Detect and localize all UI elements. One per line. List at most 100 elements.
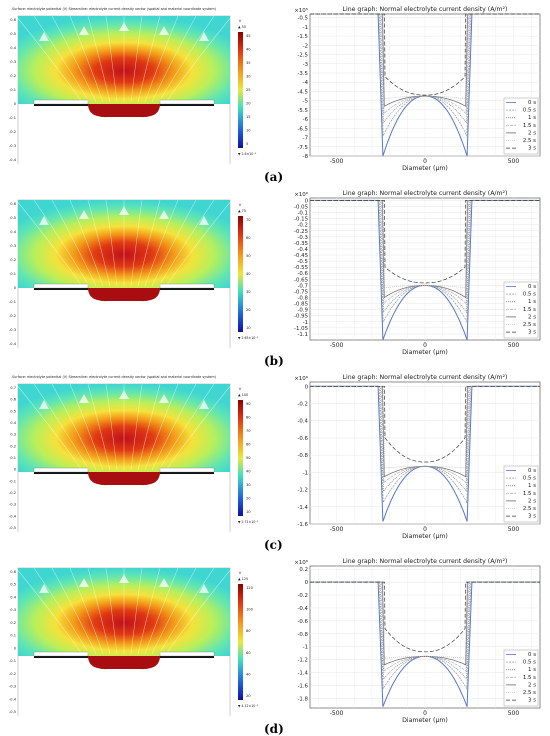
arrow-icon — [79, 210, 89, 219]
streamline — [105, 383, 118, 471]
mask-right — [159, 99, 215, 105]
mask-right — [159, 283, 215, 289]
legend-label: 1.5 s — [523, 675, 536, 681]
y-tick-label: -0.2 — [297, 593, 308, 599]
line-chart: Line graph: Normal electrolyte current d… — [294, 374, 541, 540]
legend-label: 1 s — [528, 299, 536, 305]
streamline — [130, 383, 143, 471]
arrow-icon — [79, 26, 89, 35]
legend-label: 0 s — [528, 284, 536, 290]
surface-ytick: -0.2 — [9, 672, 16, 676]
surface-plot: Surface: electrolyte potential (V) Strea… — [9, 7, 257, 164]
streamline — [105, 199, 118, 287]
colorbar-tick: 15 — [246, 115, 251, 119]
legend-label: 1 s — [528, 483, 536, 489]
mask-left — [33, 283, 89, 289]
legend-label: 2.5 s — [523, 690, 536, 696]
legend-label: 3 s — [528, 146, 536, 152]
colorbar-tick: 35 — [246, 61, 251, 65]
legend-label: 2.5 s — [523, 506, 536, 512]
figure-panel: Surface: electrolyte potential (V) Strea… — [0, 0, 550, 184]
colorbar-tick: 20 — [246, 102, 251, 106]
surface-ytick: -0.4 — [9, 158, 17, 162]
y-tick-label: -3 — [303, 62, 308, 68]
y-tick-label: -0.25 — [294, 229, 308, 235]
arrow-icon — [159, 394, 169, 403]
legend-label: 1 s — [528, 115, 536, 121]
colorbar-tick: 20 — [246, 308, 251, 312]
series-line — [310, 581, 540, 659]
y-tick-label: -1.8 — [297, 696, 308, 702]
surface-ytick: 0.2 — [10, 258, 16, 262]
etched-pit — [88, 104, 160, 118]
legend-label: 2.5 s — [523, 322, 536, 328]
legend — [503, 281, 539, 339]
chart-title: Line graph: Normal electrolyte current d… — [343, 558, 508, 565]
streamline — [144, 15, 179, 103]
etched-pit — [88, 656, 160, 670]
legend-label: 0.5 s — [523, 108, 536, 114]
colorbar-tick: 25 — [246, 88, 251, 92]
series-line — [310, 581, 540, 653]
y-tick-label: -0.8 — [297, 453, 308, 459]
surface-ytick: 0.3 — [10, 244, 16, 248]
colorbar-tick: 80 — [246, 416, 251, 420]
surface-ytick: -0.1 — [9, 300, 16, 304]
legend-label: 3 s — [528, 698, 536, 704]
streamline — [151, 383, 197, 471]
arrow-icon — [39, 216, 49, 225]
y-tick-label: -3.5 — [297, 71, 308, 77]
x-tick-label: -500 — [330, 710, 344, 717]
figure-panel: Surface: electrolyte potential (V) Strea… — [0, 368, 550, 552]
surface-ytick: 0.2 — [10, 621, 16, 625]
streamline — [105, 15, 118, 103]
arrow-icon — [159, 210, 169, 219]
streamline — [165, 199, 233, 287]
streamline — [33, 199, 90, 287]
colorbar-tick: 45 — [246, 34, 251, 38]
y-tick-label: -0.6 — [297, 619, 308, 625]
y-tick-label: -5.5 — [297, 108, 308, 114]
surface-ytick: -0.2 — [9, 491, 16, 495]
arrow-icon — [119, 574, 129, 583]
colorbar-tick: 120 — [246, 586, 254, 590]
series-line — [310, 13, 540, 100]
y-tick-label: -0.85 — [294, 302, 308, 308]
panel-label: (d) — [264, 722, 284, 736]
legend-label: 2 s — [528, 498, 536, 504]
surface-ytick: 0.1 — [10, 456, 16, 460]
arrow-icon — [39, 400, 49, 409]
y-tick-label: -1 — [303, 25, 308, 31]
series-line — [310, 200, 540, 284]
surface-ytick: -0.4 — [9, 342, 17, 346]
legend-label: 1.5 s — [523, 123, 536, 129]
colorbar — [238, 400, 243, 516]
surface-ytick: 0.2 — [10, 74, 16, 78]
colorbar-unit: V — [239, 19, 242, 23]
streamline — [33, 383, 90, 471]
x-tick-label: -500 — [330, 342, 344, 349]
streamline — [158, 15, 215, 103]
colorbar-tick: 20 — [246, 694, 251, 698]
colorbar-tick: 20 — [246, 497, 251, 501]
colorbar-tick: 70 — [246, 218, 251, 222]
colorbar — [238, 216, 243, 332]
y-tick-label: -0.45 — [294, 253, 308, 259]
surface-ytick: -0.1 — [9, 659, 16, 663]
surface-ytick: 0.7 — [10, 386, 16, 390]
y-tick-label: -7 — [303, 136, 308, 142]
streamline — [51, 15, 97, 103]
mask-left — [33, 467, 89, 473]
streamline — [69, 383, 104, 471]
x-tick-label: 500 — [508, 342, 520, 349]
chart-title: Line graph: Normal electrolyte current d… — [343, 190, 508, 197]
arrow-icon — [199, 584, 209, 593]
streamline — [151, 199, 197, 287]
colorbar-max: ▲ 50 — [238, 25, 246, 29]
y-tick-label: -1.4 — [297, 505, 308, 511]
colorbar-tick: 30 — [246, 290, 251, 294]
surface-plot: 0.60.50.40.30.20.10-0.1-0.2-0.3-0.4-0.5-… — [9, 567, 259, 716]
figure-panel: 0.6 0.5 0.4 0.3 0.2 0.1 0 -0.1 -0.2 -0.3 -0.4 -0.5 -… — [0, 552, 550, 736]
surface-ytick: -0.1 — [9, 479, 16, 483]
y-tick-label: -1 — [303, 470, 308, 476]
